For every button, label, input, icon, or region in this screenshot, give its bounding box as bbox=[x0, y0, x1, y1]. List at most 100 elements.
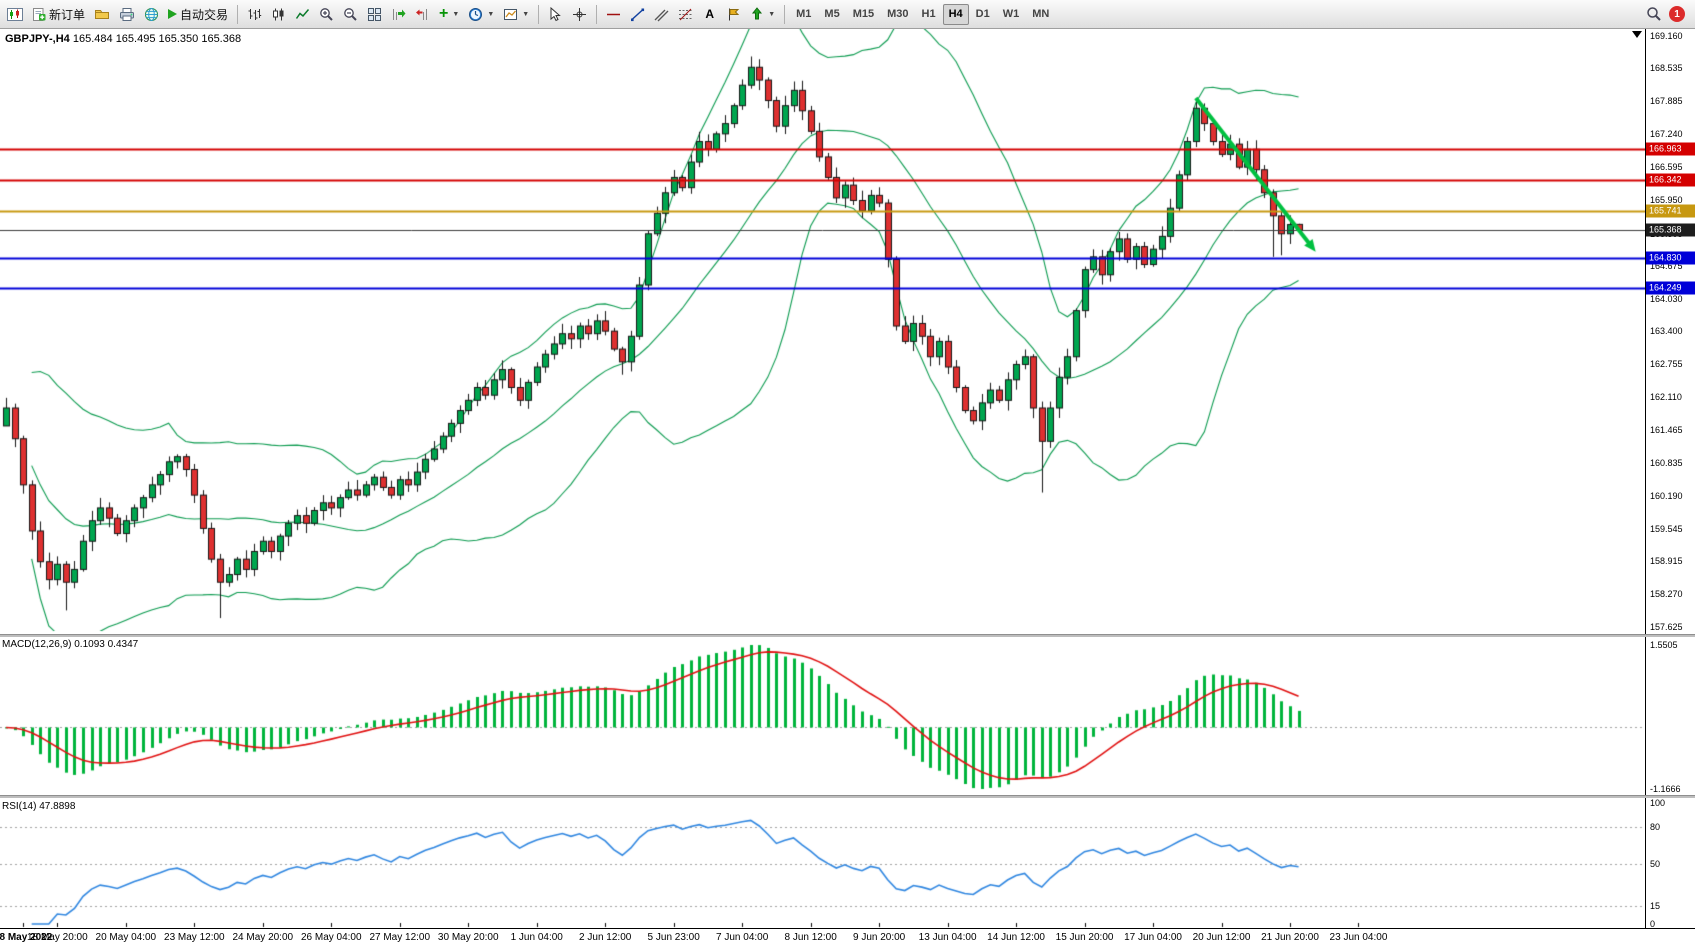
chart-window-button[interactable] bbox=[3, 2, 27, 26]
toolbar: 新订单 自动交易 + ▼ ▼ ▼ bbox=[0, 0, 1695, 29]
tf-M1[interactable]: M1 bbox=[796, 8, 812, 20]
globe-icon bbox=[145, 7, 159, 21]
tile-windows-button[interactable] bbox=[363, 2, 386, 26]
crosshair-button[interactable] bbox=[568, 2, 591, 26]
arrows-tool-button[interactable]: ▼ bbox=[746, 2, 779, 26]
toolbar-separator bbox=[237, 4, 239, 24]
time-label: 24 May 20:00 bbox=[232, 932, 294, 943]
zoom-out-icon bbox=[344, 7, 357, 21]
toolbar-separator bbox=[784, 4, 786, 24]
tf-M5[interactable]: M5 bbox=[824, 8, 840, 20]
candle-chart-button[interactable] bbox=[267, 2, 290, 26]
time-label: 15 Jun 20:00 bbox=[1055, 932, 1114, 943]
scale-arrow-marker bbox=[1632, 31, 1642, 38]
time-label: 23 May 12:00 bbox=[164, 932, 225, 943]
template-icon bbox=[504, 8, 518, 20]
time-label: 9 Jun 20:00 bbox=[852, 932, 906, 943]
tile-windows-icon bbox=[368, 7, 382, 21]
rsi-name: RSI(14) bbox=[2, 801, 37, 812]
price-tick: 166.595 bbox=[1650, 162, 1683, 173]
channel-tool-button[interactable] bbox=[650, 2, 673, 26]
price-tick: 162.110 bbox=[1650, 392, 1682, 403]
symbol-ohlc: 165.484 165.495 165.350 165.368 bbox=[72, 33, 242, 45]
price-tick: 167.885 bbox=[1650, 96, 1683, 107]
printer-button[interactable] bbox=[115, 2, 139, 26]
channel-icon bbox=[654, 9, 669, 21]
chart-shift-button[interactable] bbox=[411, 2, 434, 26]
trendline-icon bbox=[631, 8, 645, 21]
tf-H4[interactable]: H4 bbox=[942, 3, 969, 25]
globe-button[interactable] bbox=[140, 2, 163, 26]
auto-scroll-button[interactable] bbox=[387, 2, 410, 26]
hline-tool-button[interactable] bbox=[602, 2, 625, 26]
price-line-label: 164.830 bbox=[1646, 251, 1695, 265]
price-line-label: 165.368 bbox=[1646, 223, 1695, 237]
time-label: 18 May 2022 bbox=[0, 932, 53, 943]
play-icon bbox=[168, 9, 178, 19]
time-label: 14 Jun 12:00 bbox=[987, 932, 1045, 943]
text-tool-button[interactable]: A bbox=[698, 2, 721, 26]
price-line-label: 166.342 bbox=[1646, 173, 1695, 187]
zoom-in-button[interactable] bbox=[315, 2, 338, 26]
cursor-button[interactable] bbox=[544, 2, 567, 26]
chart-shift-icon bbox=[416, 8, 428, 20]
add-indicator-button[interactable]: + ▼ bbox=[435, 2, 463, 26]
price-tick: 165.950 bbox=[1650, 195, 1683, 206]
chart-canvas[interactable] bbox=[0, 29, 1645, 947]
candlestick-chart-icon bbox=[7, 7, 23, 21]
price-line-label: 166.963 bbox=[1646, 142, 1695, 156]
crosshair-icon bbox=[573, 7, 587, 21]
new-order-button[interactable]: 新订单 bbox=[28, 2, 89, 26]
auto-trading-button[interactable]: 自动交易 bbox=[164, 2, 232, 26]
price-tick: 160.190 bbox=[1650, 490, 1683, 501]
tf-W1[interactable]: W1 bbox=[1002, 8, 1020, 20]
line-chart-button[interactable] bbox=[291, 2, 314, 26]
candles-icon bbox=[273, 8, 284, 20]
cursor-icon bbox=[550, 6, 562, 21]
chevron-down-icon: ▼ bbox=[452, 10, 460, 18]
tf-M30[interactable]: M30 bbox=[887, 8, 909, 20]
tf-D1[interactable]: D1 bbox=[975, 8, 990, 20]
folder-button[interactable] bbox=[90, 2, 114, 26]
fibonacci-tool-button[interactable] bbox=[674, 2, 697, 26]
price-tick: 161.465 bbox=[1650, 425, 1683, 436]
clock-icon bbox=[469, 7, 483, 21]
rsi-scale-label: 15 bbox=[1650, 900, 1661, 911]
time-label: 13 Jun 04:00 bbox=[918, 932, 977, 943]
trendline-tool-button[interactable] bbox=[626, 2, 649, 26]
time-label: 8 Jun 12:00 bbox=[784, 932, 837, 943]
zoom-in-icon bbox=[320, 7, 333, 21]
price-scale[interactable]: 169.160 168.535 167.885 167.240 166.595 165.9… bbox=[1645, 29, 1695, 947]
macd-scale-label: -1.1666 bbox=[1650, 784, 1681, 794]
arrow-shape-icon bbox=[752, 7, 763, 20]
price-tick: 164.675 bbox=[1650, 260, 1683, 271]
tf-MN[interactable]: MN bbox=[1032, 8, 1050, 20]
rsi-panel-separator[interactable] bbox=[0, 795, 1695, 798]
search-icon[interactable] bbox=[1646, 6, 1662, 22]
bar-chart-button[interactable] bbox=[243, 2, 266, 26]
auto-scroll-icon bbox=[393, 8, 406, 20]
time-label: 20 May 04:00 bbox=[95, 932, 157, 943]
new-order-label: 新订单 bbox=[49, 7, 86, 22]
rsi-scale-label: 100 bbox=[1650, 798, 1666, 808]
time-label: 2 Jun 12:00 bbox=[579, 932, 632, 943]
time-label: 30 May 20:00 bbox=[437, 932, 499, 943]
printer-icon bbox=[120, 7, 135, 21]
periods-button[interactable]: ▼ bbox=[464, 2, 498, 26]
tf-M15[interactable]: M15 bbox=[852, 8, 875, 20]
time-label: 7 Jun 04:00 bbox=[716, 932, 769, 943]
label-tool-button[interactable] bbox=[722, 2, 745, 26]
zoom-out-button[interactable] bbox=[339, 2, 362, 26]
chevron-down-icon: ▼ bbox=[487, 10, 495, 18]
macd-scale-label: 1.5505 bbox=[1650, 640, 1678, 650]
price-tick: 164.030 bbox=[1650, 293, 1683, 304]
time-label: 1 Jun 04:00 bbox=[510, 932, 563, 943]
horizontal-line-icon bbox=[607, 13, 621, 15]
macd-panel-separator[interactable] bbox=[0, 634, 1695, 637]
tf-H1[interactable]: H1 bbox=[921, 8, 936, 20]
price-tick: 160.835 bbox=[1650, 457, 1683, 468]
templates-button[interactable]: ▼ bbox=[499, 2, 533, 26]
notification-badge[interactable]: 1 bbox=[1669, 6, 1685, 22]
